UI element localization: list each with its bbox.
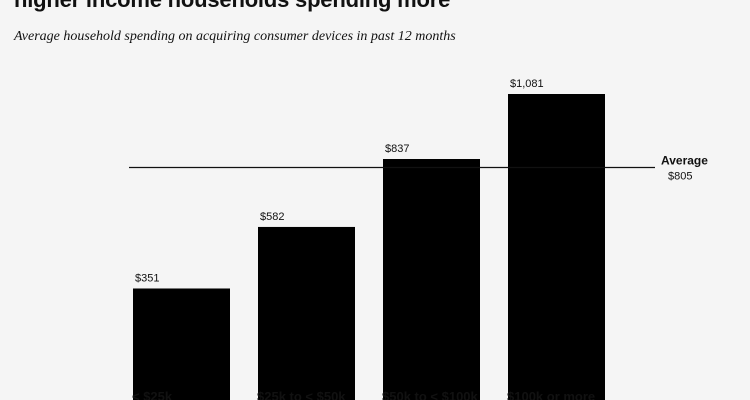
category-label: < $25k <box>132 389 173 400</box>
bar <box>133 288 230 400</box>
bar <box>508 94 605 400</box>
bar <box>258 226 355 400</box>
bar-value-label: $582 <box>260 211 284 223</box>
bar <box>383 159 480 400</box>
chart-subtitle: Average household spending on acquiring … <box>14 29 456 44</box>
bar-value-label: $1,081 <box>510 78 544 90</box>
bar-value-label: $837 <box>385 143 409 155</box>
average-value-label: $805 <box>668 171 692 183</box>
average-label: Average <box>661 154 708 168</box>
category-label: $25k to < $50k <box>257 389 346 400</box>
category-label: $50k to < $100k <box>382 389 479 400</box>
bar-value-label: $351 <box>135 272 159 284</box>
category-label: $100k or more <box>507 389 595 400</box>
